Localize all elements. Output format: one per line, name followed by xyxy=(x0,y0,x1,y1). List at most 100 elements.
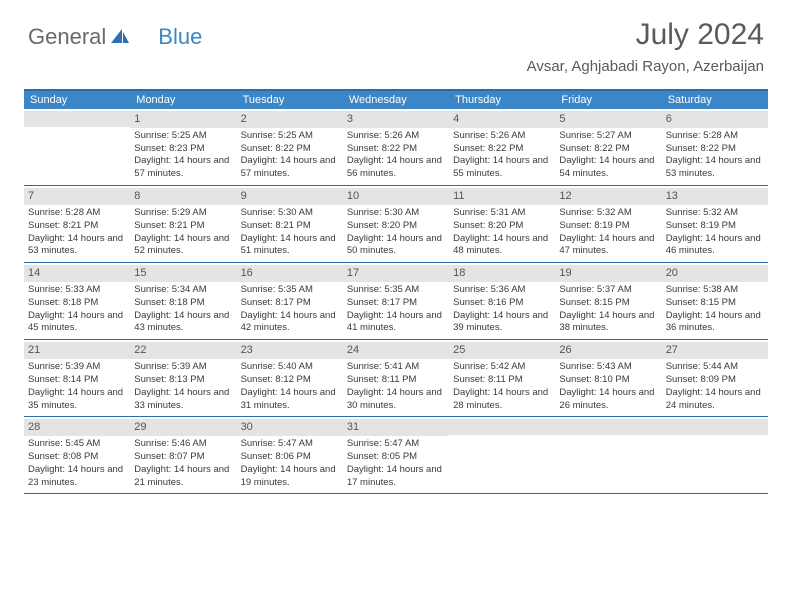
brand-part1: General xyxy=(28,24,106,50)
week-row: 7Sunrise: 5:28 AMSunset: 8:21 PMDaylight… xyxy=(24,186,768,263)
day-cell xyxy=(662,417,768,493)
sunset-text: Sunset: 8:08 PM xyxy=(28,451,126,464)
weeks-container: 1Sunrise: 5:25 AMSunset: 8:23 PMDaylight… xyxy=(24,109,768,494)
day-cell: 3Sunrise: 5:26 AMSunset: 8:22 PMDaylight… xyxy=(343,109,449,185)
day-cell: 14Sunrise: 5:33 AMSunset: 8:18 PMDayligh… xyxy=(24,263,130,339)
day-number xyxy=(24,111,130,127)
sunrise-text: Sunrise: 5:39 AM xyxy=(134,361,232,374)
dow-monday: Monday xyxy=(130,91,236,109)
day-number: 24 xyxy=(343,342,449,359)
sunset-text: Sunset: 8:22 PM xyxy=(666,143,764,156)
day-cell: 5Sunrise: 5:27 AMSunset: 8:22 PMDaylight… xyxy=(555,109,661,185)
day-number: 2 xyxy=(237,111,343,128)
sunrise-text: Sunrise: 5:42 AM xyxy=(453,361,551,374)
sunrise-text: Sunrise: 5:26 AM xyxy=(453,130,551,143)
day-number: 18 xyxy=(449,265,555,282)
day-number: 23 xyxy=(237,342,343,359)
day-number: 6 xyxy=(662,111,768,128)
daylight-text: Daylight: 14 hours and 26 minutes. xyxy=(559,387,657,413)
week-row: 1Sunrise: 5:25 AMSunset: 8:23 PMDaylight… xyxy=(24,109,768,186)
day-cell: 7Sunrise: 5:28 AMSunset: 8:21 PMDaylight… xyxy=(24,186,130,262)
sunset-text: Sunset: 8:13 PM xyxy=(134,374,232,387)
day-cell: 12Sunrise: 5:32 AMSunset: 8:19 PMDayligh… xyxy=(555,186,661,262)
daylight-text: Daylight: 14 hours and 50 minutes. xyxy=(347,233,445,259)
daylight-text: Daylight: 14 hours and 43 minutes. xyxy=(134,310,232,336)
day-cell: 22Sunrise: 5:39 AMSunset: 8:13 PMDayligh… xyxy=(130,340,236,416)
brand-sail-icon xyxy=(110,28,130,46)
day-cell: 26 Sunrise: 5:43 AMSunset: 8:10 PMDayligh… xyxy=(555,340,661,416)
daylight-text: Daylight: 14 hours and 31 minutes. xyxy=(241,387,339,413)
day-cell: 27Sunrise: 5:44 AMSunset: 8:09 PMDayligh… xyxy=(662,340,768,416)
sunrise-text: Sunrise: 5:30 AM xyxy=(347,207,445,220)
sunrise-text: Sunrise: 5:47 AM xyxy=(347,438,445,451)
sunrise-text: Sunrise: 5:35 AM xyxy=(347,284,445,297)
daylight-text: Daylight: 14 hours and 52 minutes. xyxy=(134,233,232,259)
day-number: 9 xyxy=(237,188,343,205)
daylight-text: Daylight: 14 hours and 57 minutes. xyxy=(134,155,232,181)
day-cell: 6Sunrise: 5:28 AMSunset: 8:22 PMDaylight… xyxy=(662,109,768,185)
daylight-text: Daylight: 14 hours and 48 minutes. xyxy=(453,233,551,259)
day-cell: 19Sunrise: 5:37 AMSunset: 8:15 PMDayligh… xyxy=(555,263,661,339)
daylight-text: Daylight: 14 hours and 28 minutes. xyxy=(453,387,551,413)
dow-thursday: Thursday xyxy=(449,91,555,109)
daylight-text: Daylight: 14 hours and 51 minutes. xyxy=(241,233,339,259)
daylight-text: Daylight: 14 hours and 42 minutes. xyxy=(241,310,339,336)
daylight-text: Daylight: 14 hours and 38 minutes. xyxy=(559,310,657,336)
sunrise-text: Sunrise: 5:32 AM xyxy=(666,207,764,220)
sunset-text: Sunset: 8:18 PM xyxy=(134,297,232,310)
sunset-text: Sunset: 8:15 PM xyxy=(666,297,764,310)
sunset-text: Sunset: 8:19 PM xyxy=(559,220,657,233)
daylight-text: Daylight: 14 hours and 24 minutes. xyxy=(666,387,764,413)
day-cell: 21Sunrise: 5:39 AMSunset: 8:14 PMDayligh… xyxy=(24,340,130,416)
daylight-text: Daylight: 14 hours and 41 minutes. xyxy=(347,310,445,336)
daylight-text: Daylight: 14 hours and 55 minutes. xyxy=(453,155,551,181)
day-number: 20 xyxy=(662,265,768,282)
sunrise-text: Sunrise: 5:35 AM xyxy=(241,284,339,297)
day-cell: 18Sunrise: 5:36 AMSunset: 8:16 PMDayligh… xyxy=(449,263,555,339)
day-cell: 17 Sunrise: 5:35 AMSunset: 8:17 PMDayligh… xyxy=(343,263,449,339)
sunset-text: Sunset: 8:05 PM xyxy=(347,451,445,464)
day-cell: 31 Sunrise: 5:47 AMSunset: 8:05 PMDayligh… xyxy=(343,417,449,493)
header: General Blue July 2024 Avsar, Aghjabadi … xyxy=(0,0,792,83)
daylight-text: Daylight: 14 hours and 47 minutes. xyxy=(559,233,657,259)
day-number: 21 xyxy=(24,342,130,359)
sunset-text: Sunset: 8:23 PM xyxy=(134,143,232,156)
sunrise-text: Sunrise: 5:32 AM xyxy=(559,207,657,220)
daylight-text: Daylight: 14 hours and 57 minutes. xyxy=(241,155,339,181)
sunrise-text: Sunrise: 5:25 AM xyxy=(134,130,232,143)
brand-logo: General Blue xyxy=(28,18,202,50)
sunset-text: Sunset: 8:10 PM xyxy=(559,374,657,387)
sunset-text: Sunset: 8:17 PM xyxy=(347,297,445,310)
sunrise-text: Sunrise: 5:27 AM xyxy=(559,130,657,143)
day-number: 17 xyxy=(343,265,449,282)
sunset-text: Sunset: 8:09 PM xyxy=(666,374,764,387)
brand-part2: Blue xyxy=(158,24,202,50)
sunset-text: Sunset: 8:06 PM xyxy=(241,451,339,464)
sunrise-text: Sunrise: 5:30 AM xyxy=(241,207,339,220)
sunrise-text: Sunrise: 5:34 AM xyxy=(134,284,232,297)
day-number: 31 xyxy=(343,419,449,436)
dow-saturday: Saturday xyxy=(662,91,768,109)
daylight-text: Daylight: 14 hours and 17 minutes. xyxy=(347,464,445,490)
daylight-text: Daylight: 14 hours and 23 minutes. xyxy=(28,464,126,490)
sunrise-text: Sunrise: 5:44 AM xyxy=(666,361,764,374)
day-number: 11 xyxy=(449,188,555,205)
sunrise-text: Sunrise: 5:43 AM xyxy=(559,361,657,374)
day-cell: 2Sunrise: 5:25 AMSunset: 8:22 PMDaylight… xyxy=(237,109,343,185)
sunrise-text: Sunrise: 5:33 AM xyxy=(28,284,126,297)
day-number: 16 xyxy=(237,265,343,282)
sunrise-text: Sunrise: 5:37 AM xyxy=(559,284,657,297)
day-cell: 28Sunrise: 5:45 AMSunset: 8:08 PMDayligh… xyxy=(24,417,130,493)
sunrise-text: Sunrise: 5:41 AM xyxy=(347,361,445,374)
day-number: 26 xyxy=(555,342,661,359)
sunset-text: Sunset: 8:12 PM xyxy=(241,374,339,387)
week-row: 21Sunrise: 5:39 AMSunset: 8:14 PMDayligh… xyxy=(24,340,768,417)
sunrise-text: Sunrise: 5:28 AM xyxy=(666,130,764,143)
day-number: 25 xyxy=(449,342,555,359)
sunset-text: Sunset: 8:22 PM xyxy=(241,143,339,156)
day-number: 22 xyxy=(130,342,236,359)
daylight-text: Daylight: 14 hours and 39 minutes. xyxy=(453,310,551,336)
daylight-text: Daylight: 14 hours and 35 minutes. xyxy=(28,387,126,413)
dow-wednesday: Wednesday xyxy=(343,91,449,109)
sunset-text: Sunset: 8:22 PM xyxy=(347,143,445,156)
